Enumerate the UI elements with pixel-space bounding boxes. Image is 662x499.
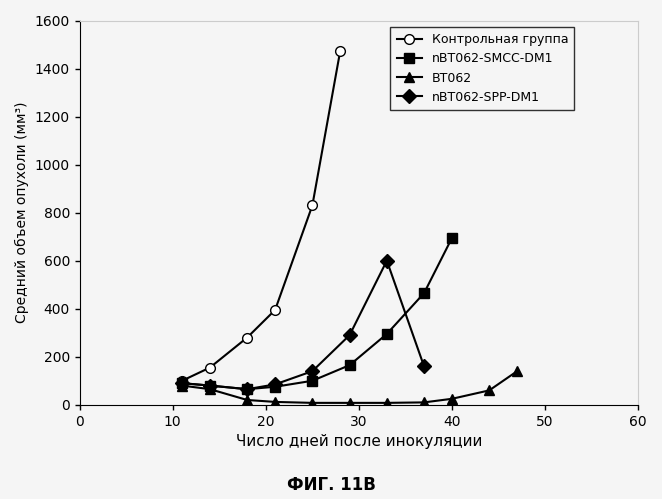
BT062	[448, 396, 456, 402]
X-axis label: Число дней после инокуляции: Число дней после инокуляции	[236, 434, 482, 449]
nBT062-SPP-DM1	[206, 383, 214, 389]
BT062	[243, 397, 251, 403]
Контрольная группа	[243, 334, 251, 340]
BT062	[420, 399, 428, 405]
nBT062-SPP-DM1	[383, 257, 391, 263]
Legend: Контрольная группа, nBT062-SMCC-DM1, BT062, nBT062-SPP-DM1: Контрольная группа, nBT062-SMCC-DM1, BT0…	[391, 27, 575, 110]
BT062	[178, 383, 186, 389]
nBT062-SPP-DM1	[271, 381, 279, 387]
Line: nBT062-SPP-DM1: nBT062-SPP-DM1	[177, 256, 429, 394]
nBT062-SPP-DM1	[308, 368, 316, 374]
nBT062-SMCC-DM1	[308, 378, 316, 384]
Контрольная группа	[206, 365, 214, 371]
BT062	[346, 400, 354, 406]
Line: nBT062-SMCC-DM1: nBT062-SMCC-DM1	[177, 233, 457, 394]
BT062	[513, 368, 521, 374]
nBT062-SMCC-DM1	[448, 235, 456, 241]
nBT062-SPP-DM1	[346, 332, 354, 338]
nBT062-SMCC-DM1	[420, 290, 428, 296]
nBT062-SMCC-DM1	[271, 384, 279, 390]
Y-axis label: Средний объем опухоли (мм³): Средний объем опухоли (мм³)	[15, 102, 29, 323]
nBT062-SPP-DM1	[243, 386, 251, 392]
nBT062-SMCC-DM1	[178, 380, 186, 386]
nBT062-SPP-DM1	[420, 363, 428, 369]
Line: BT062: BT062	[177, 366, 522, 408]
Контрольная группа	[336, 47, 344, 53]
BT062	[271, 399, 279, 405]
Line: Контрольная группа: Контрольная группа	[177, 46, 345, 386]
Контрольная группа	[178, 378, 186, 384]
nBT062-SMCC-DM1	[243, 386, 251, 392]
Контрольная группа	[308, 203, 316, 209]
nBT062-SPP-DM1	[178, 380, 186, 386]
BT062	[485, 387, 493, 393]
Контрольная группа	[271, 307, 279, 313]
BT062	[383, 400, 391, 406]
nBT062-SMCC-DM1	[206, 383, 214, 389]
nBT062-SMCC-DM1	[346, 362, 354, 368]
BT062	[206, 386, 214, 392]
Text: ФИГ. 11В: ФИГ. 11В	[287, 476, 375, 494]
BT062	[308, 400, 316, 406]
nBT062-SMCC-DM1	[383, 331, 391, 337]
